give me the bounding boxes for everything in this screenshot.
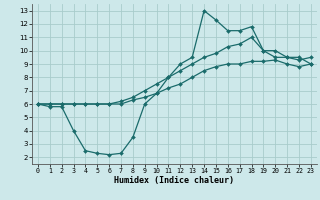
X-axis label: Humidex (Indice chaleur): Humidex (Indice chaleur) (115, 176, 234, 185)
